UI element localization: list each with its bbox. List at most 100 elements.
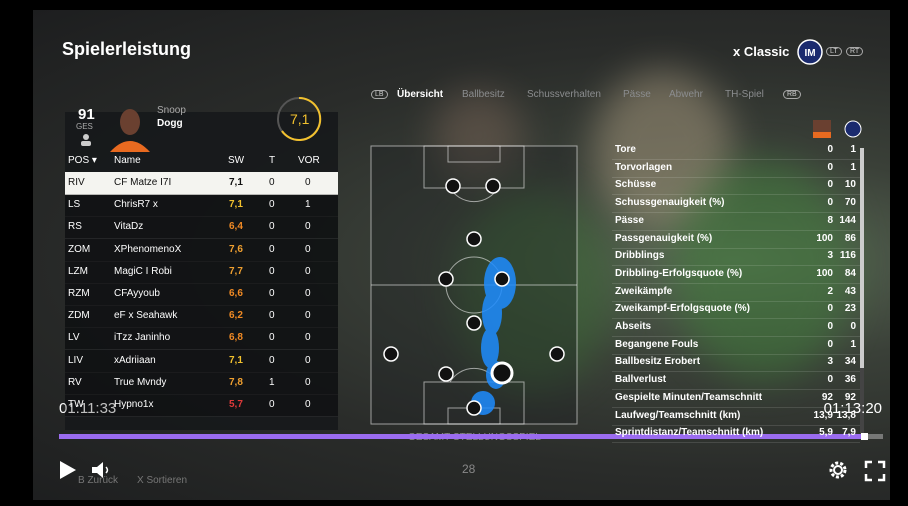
player-score: 7,1	[290, 111, 310, 127]
key-icon: B	[78, 475, 85, 486]
player-name: CFAyyoub	[114, 288, 160, 299]
table-row[interactable]: LIV xAdriiaan 7,1 0 0	[65, 349, 338, 373]
sort-hint[interactable]: X Sortieren	[137, 475, 187, 486]
stat-row: Zweikampf-Erfolgsquote (%) 0 23	[612, 301, 860, 320]
stat-label: Ballverlust	[615, 374, 667, 386]
stat-label: Dribbling-Erfolgsquote (%)	[615, 267, 743, 279]
pitch	[370, 145, 578, 425]
table-row[interactable]: RZM CFAyyoub 6,6 0 0	[65, 283, 338, 306]
assists: 0	[305, 243, 311, 255]
table-row[interactable]: LS ChrisR7 x 7,1 0 1	[65, 194, 338, 218]
stat-team: 10	[844, 179, 856, 191]
rt-button[interactable]: RT	[846, 47, 864, 56]
goals: 0	[269, 354, 275, 366]
fullscreen-button[interactable]	[864, 460, 886, 482]
goals: 0	[269, 332, 275, 344]
table-row[interactable]: RIV CF Matze I7I 7,1 0 0	[65, 172, 338, 195]
stat-team: 116	[839, 250, 856, 262]
volume-button[interactable]	[90, 459, 112, 481]
stat-label: Dribblings	[615, 250, 665, 262]
rating: 7,1	[229, 199, 243, 211]
rating: 6,6	[229, 288, 243, 299]
player-name: True Mvndy	[114, 376, 167, 388]
rating: 6,4	[229, 221, 243, 233]
stat-team: 36	[844, 374, 856, 386]
stat-team: 7,9	[842, 427, 856, 439]
score-ring	[277, 96, 322, 141]
stat-player: 3	[827, 356, 833, 368]
stat-team: 34	[844, 356, 856, 368]
progress-bar[interactable]	[59, 433, 883, 441]
assists: 0	[305, 354, 311, 366]
stat-label: Sprintdistanz/Teamschnitt (km)	[615, 427, 764, 439]
tab[interactable]: Ballbesitz	[462, 89, 505, 100]
stat-player: 0	[827, 303, 833, 315]
tab[interactable]: Übersicht	[397, 89, 444, 100]
tab[interactable]: TH-Spiel	[725, 89, 764, 100]
goals: 1	[269, 376, 275, 388]
assists: 0	[305, 376, 311, 388]
stat-row: Sprintdistanz/Teamschnitt (km) 5,9 7,9	[612, 425, 860, 444]
goals: 0	[269, 310, 275, 322]
assists: 0	[305, 177, 311, 188]
settings-button[interactable]	[827, 459, 849, 481]
table-row[interactable]: TW Hypno1x 5,7 0 0	[65, 394, 338, 417]
player-name: eF x Seahawk	[114, 310, 178, 322]
player-last-name: Dogg	[157, 118, 183, 129]
player-name: Hypno1x	[114, 399, 154, 410]
duration: 01:13:20	[823, 400, 882, 417]
stat-player: 0	[827, 179, 833, 191]
column-header: VOR	[298, 155, 320, 166]
table-row[interactable]: ZDM eF x Seahawk 6,2 0 0	[65, 305, 338, 329]
stat-label: Schüsse	[615, 179, 657, 191]
stat-label: Tore	[615, 144, 636, 155]
stat-row: Ballverlust 0 36	[612, 372, 860, 391]
player-name: VitaDz	[114, 221, 144, 233]
lb-button[interactable]: LB	[371, 90, 388, 99]
play-button[interactable]	[56, 458, 80, 482]
table-row[interactable]: LZM MagiC I Robi 7,7 0 0	[65, 260, 338, 284]
tab[interactable]: Abwehr	[669, 89, 703, 100]
stat-label: Begangene Fouls	[615, 338, 699, 350]
stat-label: Zweikämpfe	[615, 285, 673, 297]
tab[interactable]: Schussverhalten	[527, 89, 601, 100]
position: LS	[68, 199, 81, 211]
column-header[interactable]: POS ▾	[68, 155, 97, 166]
assists: 1	[305, 199, 311, 211]
column-header: Name	[114, 155, 141, 166]
assists: 0	[305, 265, 311, 277]
stat-player: 8	[827, 214, 833, 226]
stat-row: Dribblings 3 116	[612, 248, 860, 267]
stat-team: 70	[844, 197, 856, 209]
lt-button[interactable]: LT	[826, 47, 842, 56]
stat-team: 92	[844, 391, 856, 403]
stat-row: Zweikämpfe 2 43	[612, 284, 860, 302]
back-hint[interactable]: B Zurück	[78, 475, 118, 486]
position: ZOM	[68, 243, 91, 255]
position: RS	[68, 221, 82, 233]
rating: 7,7	[229, 265, 243, 277]
tab[interactable]: Pässe	[623, 89, 651, 100]
position: LIV	[68, 354, 84, 366]
stat-label: Passgenauigkeit (%)	[615, 232, 713, 244]
person-icon	[81, 134, 91, 146]
table-row[interactable]: RS VitaDz 6,4 0 0	[65, 216, 338, 240]
goals: 0	[269, 243, 275, 255]
column-header: SW	[228, 155, 245, 166]
table-row[interactable]: RV True Mvndy 7,8 1 0	[65, 371, 338, 395]
stat-row: Ballbesitz Erobert 3 34	[612, 354, 860, 373]
rating: 6,2	[229, 310, 243, 322]
stat-label: Zweikampf-Erfolgsquote (%)	[615, 303, 751, 315]
stat-team: 1	[850, 338, 856, 350]
table-row[interactable]: LV iTzz Janinho 6,8 0 0	[65, 327, 338, 351]
team-name: x Classic	[733, 44, 790, 59]
key-icon: X	[137, 475, 144, 486]
stat-row: Gespielte Minuten/Teamschnitt 92 92	[612, 390, 860, 408]
stat-row: Abseits 0 0	[612, 319, 860, 337]
rb-button[interactable]: RB	[783, 90, 801, 99]
table-row[interactable]: ZOM XPhenomenoX 7,6 0 0	[65, 238, 338, 262]
assists: 0	[305, 288, 311, 299]
scrollbar	[860, 148, 864, 438]
stat-player: 2	[827, 285, 833, 297]
stat-row: Laufweg/Teamschnitt (km) 13,9 13,8	[612, 408, 860, 426]
